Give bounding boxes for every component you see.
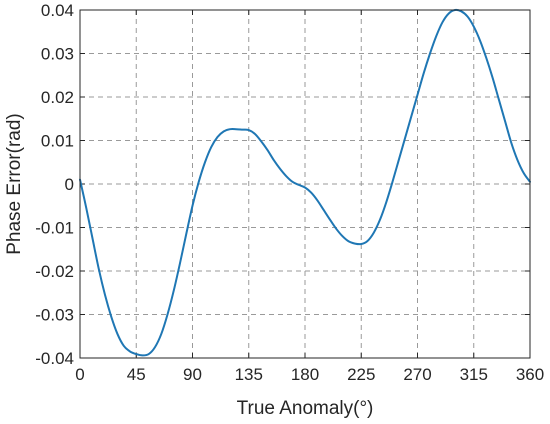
y-tick-label: 0.01 [41, 132, 74, 151]
grid [80, 10, 530, 358]
x-tick-label: 315 [460, 365, 488, 384]
x-tick-label: 225 [347, 365, 375, 384]
x-tick-label: 180 [291, 365, 319, 384]
y-axis-ticks: 0.04 0.03 0.02 0.01 0 -0.01 -0.02 -0.03 -0.04 [35, 1, 530, 368]
y-tick-label: -0.04 [35, 349, 74, 368]
y-tick-label: 0.03 [41, 45, 74, 64]
y-tick-label: 0 [65, 175, 74, 194]
x-tick-label: 360 [516, 365, 544, 384]
y-tick-label: -0.02 [35, 262, 74, 281]
plot-frame [79, 9, 531, 359]
y-tick-label: -0.03 [35, 306, 74, 325]
y-tick-label: 0.04 [41, 1, 74, 20]
y-tick-label: -0.01 [35, 219, 74, 238]
x-tick-label: 270 [403, 365, 431, 384]
x-tick-label: 135 [235, 365, 263, 384]
y-axis-label: Phase Error(rad) [4, 113, 25, 255]
x-tick-label: 90 [183, 365, 202, 384]
x-tick-label: 0 [75, 365, 84, 384]
x-axis-label: True Anomaly(°) [237, 398, 374, 419]
y-tick-label: 0.02 [41, 88, 74, 107]
x-tick-label: 45 [127, 365, 146, 384]
